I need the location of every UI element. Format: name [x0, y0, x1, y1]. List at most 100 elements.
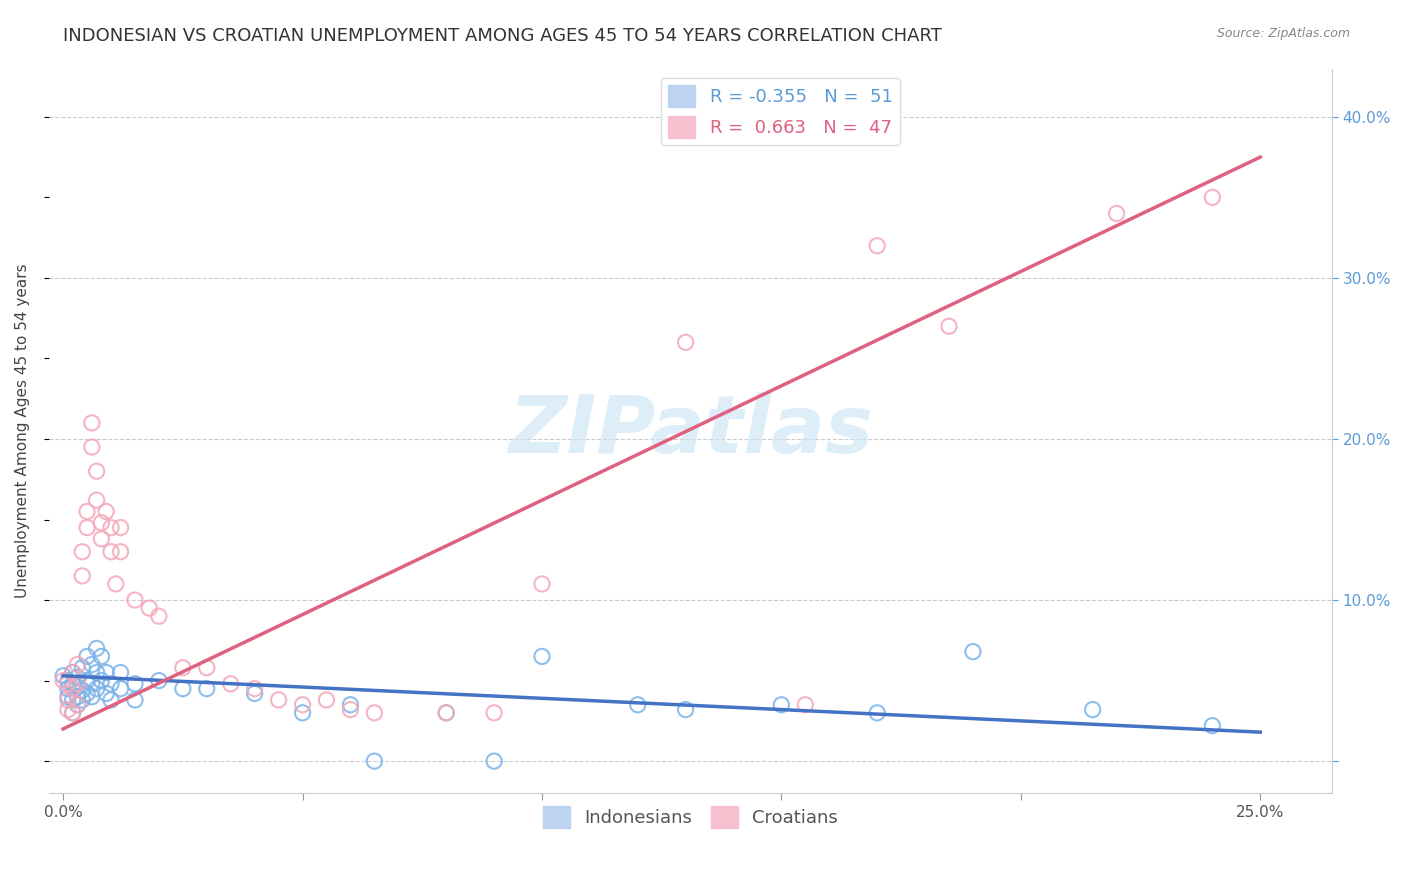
- Point: [52, 669, 75, 683]
- Point: [530, 577, 553, 591]
- Point: [66, 677, 89, 691]
- Point: [627, 698, 650, 712]
- Point: [124, 593, 146, 607]
- Point: [219, 677, 242, 691]
- Point: [96, 665, 118, 680]
- Point: [100, 545, 122, 559]
- Point: [172, 661, 194, 675]
- Point: [80, 657, 103, 672]
- Point: [80, 690, 103, 704]
- Point: [96, 504, 118, 518]
- Point: [124, 677, 146, 691]
- Point: [86, 464, 108, 478]
- Point: [56, 693, 79, 707]
- Point: [1201, 190, 1223, 204]
- Point: [195, 681, 218, 696]
- Point: [86, 681, 108, 696]
- Point: [90, 516, 112, 530]
- Text: INDONESIAN VS CROATIAN UNEMPLOYMENT AMONG AGES 45 TO 54 YEARS CORRELATION CHART: INDONESIAN VS CROATIAN UNEMPLOYMENT AMON…: [63, 27, 942, 45]
- Point: [90, 649, 112, 664]
- Point: [866, 238, 889, 252]
- Point: [482, 754, 505, 768]
- Point: [675, 335, 697, 350]
- Point: [56, 690, 79, 704]
- Point: [86, 493, 108, 508]
- Point: [110, 665, 132, 680]
- Point: [52, 673, 75, 688]
- Point: [243, 681, 266, 696]
- Point: [90, 673, 112, 688]
- Point: [172, 681, 194, 696]
- Point: [243, 686, 266, 700]
- Point: [72, 569, 94, 583]
- Point: [794, 698, 817, 712]
- Point: [56, 673, 79, 688]
- Point: [339, 698, 361, 712]
- Point: [56, 703, 79, 717]
- Point: [938, 319, 960, 334]
- Point: [66, 680, 89, 694]
- Point: [110, 681, 132, 696]
- Point: [72, 661, 94, 675]
- Point: [148, 673, 170, 688]
- Point: [62, 665, 84, 680]
- Point: [80, 440, 103, 454]
- Point: [56, 677, 79, 691]
- Point: [86, 641, 108, 656]
- Point: [104, 577, 127, 591]
- Point: [267, 693, 290, 707]
- Point: [86, 665, 108, 680]
- Point: [138, 601, 160, 615]
- Point: [675, 703, 697, 717]
- Point: [62, 677, 84, 691]
- Point: [72, 693, 94, 707]
- Point: [90, 532, 112, 546]
- Point: [482, 706, 505, 720]
- Point: [76, 504, 98, 518]
- Point: [80, 416, 103, 430]
- Point: [62, 693, 84, 707]
- Point: [66, 698, 89, 712]
- Point: [1081, 703, 1104, 717]
- Point: [866, 706, 889, 720]
- Point: [96, 686, 118, 700]
- Point: [339, 703, 361, 717]
- Point: [1201, 719, 1223, 733]
- Legend: Indonesians, Croatians: Indonesians, Croatians: [536, 798, 845, 835]
- Text: ZIPatlas: ZIPatlas: [508, 392, 873, 470]
- Point: [66, 657, 89, 672]
- Point: [76, 649, 98, 664]
- Point: [770, 698, 793, 712]
- Point: [291, 698, 314, 712]
- Point: [72, 683, 94, 698]
- Point: [62, 706, 84, 720]
- Point: [148, 609, 170, 624]
- Point: [76, 686, 98, 700]
- Point: [434, 706, 457, 720]
- Point: [100, 677, 122, 691]
- Point: [66, 670, 89, 684]
- Text: Source: ZipAtlas.com: Source: ZipAtlas.com: [1216, 27, 1350, 40]
- Point: [124, 693, 146, 707]
- Point: [962, 644, 984, 658]
- Point: [110, 520, 132, 534]
- Point: [80, 677, 103, 691]
- Point: [72, 545, 94, 559]
- Point: [363, 706, 385, 720]
- Point: [363, 754, 385, 768]
- Point: [434, 706, 457, 720]
- Point: [100, 693, 122, 707]
- Point: [100, 520, 122, 534]
- Point: [1105, 206, 1128, 220]
- Y-axis label: Unemployment Among Ages 45 to 54 years: Unemployment Among Ages 45 to 54 years: [15, 264, 30, 599]
- Point: [110, 545, 132, 559]
- Point: [62, 665, 84, 680]
- Point: [76, 673, 98, 688]
- Point: [195, 661, 218, 675]
- Point: [62, 681, 84, 696]
- Point: [530, 649, 553, 664]
- Point: [291, 706, 314, 720]
- Point: [315, 693, 337, 707]
- Point: [66, 698, 89, 712]
- Point: [66, 690, 89, 704]
